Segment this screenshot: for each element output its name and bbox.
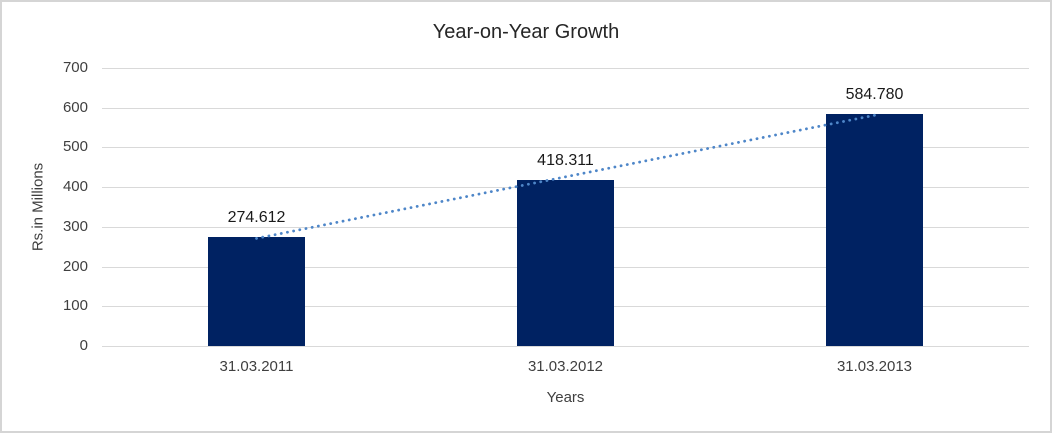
bar-value-label: 584.780 <box>845 85 904 103</box>
y-tick-label: 100 <box>62 297 88 315</box>
gridline <box>102 68 1029 69</box>
x-tick-label: 31.03.2012 <box>527 358 604 375</box>
y-tick-label: 600 <box>62 98 88 116</box>
gridline <box>102 346 1029 347</box>
y-axis-title: Rs.in Millions <box>29 162 47 252</box>
y-tick-label: 500 <box>62 138 88 156</box>
y-tick-label: 0 <box>79 337 88 354</box>
gridline <box>102 147 1029 149</box>
y-tick-label: 300 <box>62 217 88 235</box>
y-tick-label: 200 <box>62 257 88 275</box>
bar-value-label: 418.311 <box>537 151 594 169</box>
x-tick-label: 31.03.2013 <box>836 358 913 375</box>
chart-title: Year-on-Year Growth <box>432 21 620 43</box>
x-axis-title: Years <box>546 389 585 406</box>
trendline <box>255 113 876 240</box>
gridline <box>102 107 1029 109</box>
plot-area <box>102 68 1029 347</box>
bar <box>208 236 305 346</box>
x-tick-label: 31.03.2011 <box>219 358 294 375</box>
bar <box>826 113 923 346</box>
y-tick-label: 700 <box>62 59 88 76</box>
bar-value-label: 274.612 <box>227 208 286 226</box>
y-tick-label: 400 <box>62 178 88 196</box>
bar <box>517 179 614 346</box>
